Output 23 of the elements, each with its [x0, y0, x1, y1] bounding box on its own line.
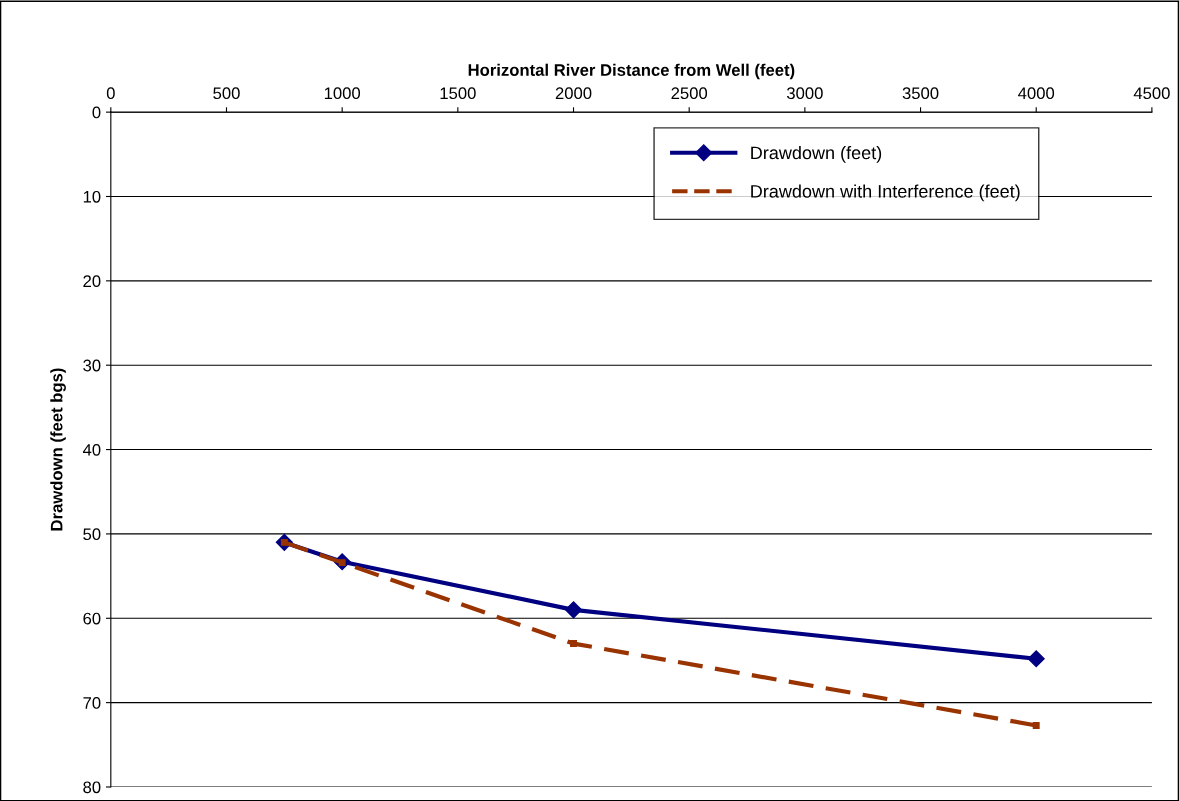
x-tick-label: 1500 [440, 87, 476, 100]
y-axis-title: Drawdown (feet bgs) [50, 368, 66, 531]
y-tick-label: 50 [83, 528, 101, 541]
legend-label: Drawdown with Interference (feet) [751, 184, 1020, 202]
y-tick-label: 0 [92, 106, 101, 119]
x-tick-label: 3000 [786, 87, 823, 100]
x-tick-label: 1000 [324, 87, 361, 100]
y-tick-label: 10 [83, 190, 101, 203]
x-tick-label: 500 [213, 87, 240, 100]
y-tick-label: 60 [83, 612, 101, 625]
y-tick-label: 80 [83, 781, 101, 794]
x-tick-label: 2500 [671, 87, 708, 100]
x-axis-title: Horizontal River Distance from Well (feet) [468, 63, 795, 80]
x-tick-label: 4500 [1133, 87, 1170, 100]
y-tick-label: 30 [83, 359, 101, 372]
x-tick-label: 2000 [555, 87, 592, 100]
y-tick-label: 70 [83, 697, 101, 709]
x-tick-label: 4000 [1018, 87, 1055, 100]
x-tick-label: 3500 [902, 87, 939, 100]
y-tick-label: 20 [83, 275, 101, 288]
y-tick-label: 40 [82, 443, 101, 456]
legend-label: Drawdown (feet) [751, 145, 882, 163]
x-tick-label: 0 [106, 87, 115, 100]
